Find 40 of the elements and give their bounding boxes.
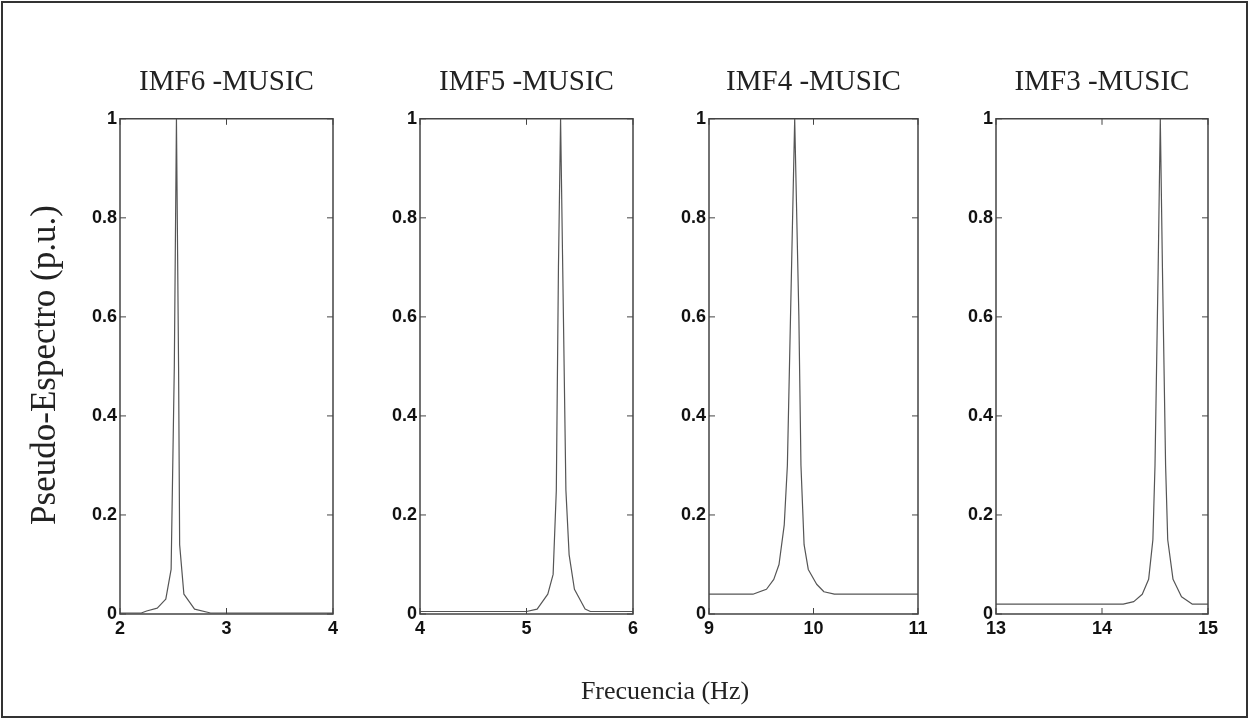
x-tick-label: 9	[703, 617, 715, 638]
y-tick-label: 1	[406, 107, 417, 128]
y-tick-label: 0.8	[391, 206, 417, 227]
x-tick-label: 14	[1091, 617, 1113, 638]
x-tick-label: 2	[114, 617, 126, 638]
y-tick-label: 0.6	[680, 305, 706, 326]
y-tick-label: 1	[695, 107, 706, 128]
y-tick-label: 0.8	[680, 206, 706, 227]
chart-title: IMF6 -MUSIC	[138, 64, 315, 97]
y-tick-label: 1	[982, 107, 993, 128]
y-tick-label: 0.4	[967, 404, 993, 425]
chart-title: IMF5 -MUSIC	[438, 64, 615, 97]
y-tick-label: 0.4	[391, 404, 417, 425]
chart-title: IMF3 -MUSIC	[1013, 64, 1191, 97]
x-axis-title: Frecuencia (Hz)	[580, 676, 750, 706]
x-tick-label: 11	[908, 617, 928, 638]
x-tick-label: 5	[521, 617, 532, 638]
x-tick-label: 4	[327, 617, 339, 638]
x-tick-label: 3	[221, 617, 232, 638]
chart-title: IMF4 -MUSIC	[725, 64, 902, 97]
y-tick-label: 0.2	[391, 503, 417, 524]
y-axis-title: Pseudo-Espectro (p.u.)	[24, 205, 64, 525]
x-tick-label: 4	[414, 617, 426, 638]
y-tick-label: 0.8	[91, 206, 117, 227]
y-tick-label: 0.4	[91, 404, 117, 425]
y-tick-label: 0	[695, 602, 706, 623]
y-tick-label: 0	[106, 602, 117, 623]
y-tick-label: 0	[406, 602, 417, 623]
x-tick-label: 6	[627, 617, 639, 638]
y-tick-label: 0.2	[680, 503, 706, 524]
y-tick-label: 0.6	[967, 305, 993, 326]
y-tick-label: 0.6	[91, 305, 117, 326]
y-tick-label: 0.2	[967, 503, 993, 524]
y-tick-label: 0.6	[391, 305, 417, 326]
x-tick-label: 15	[1197, 617, 1219, 638]
y-tick-label: 1	[106, 107, 117, 128]
y-tick-label: 0.2	[91, 503, 117, 524]
x-tick-label: 10	[803, 617, 824, 638]
y-tick-label: 0.8	[967, 206, 993, 227]
y-tick-label: 0.4	[680, 404, 706, 425]
